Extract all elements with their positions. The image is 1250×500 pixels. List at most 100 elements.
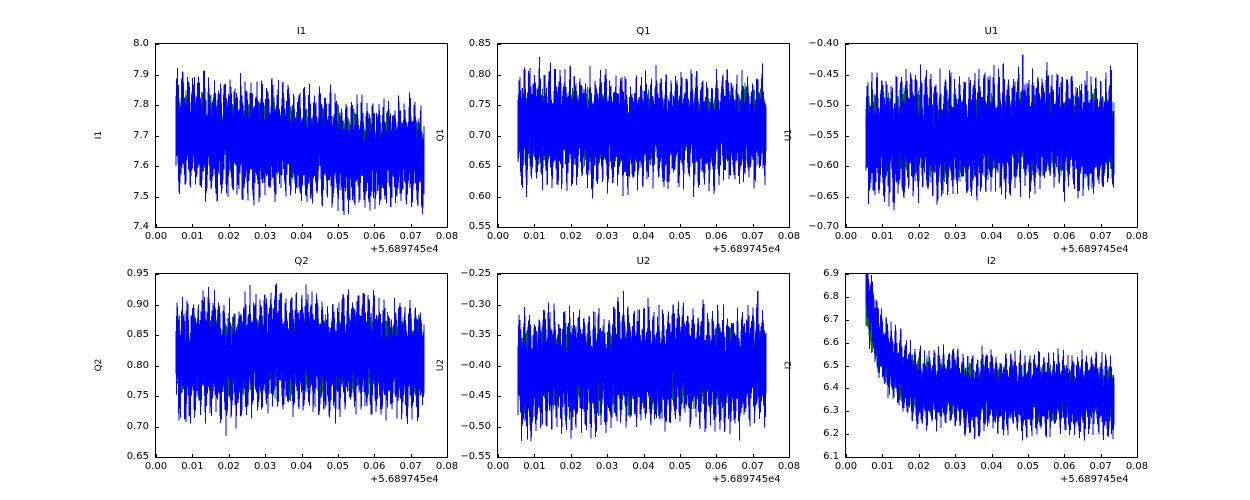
axes-frame: [155, 273, 448, 458]
x-tick-mark: [447, 454, 448, 458]
x-tick-mark: [1027, 454, 1029, 458]
y-tick-mark: [497, 166, 501, 167]
x-tick-label: 0.05: [1016, 461, 1039, 472]
x-tick-mark: [1027, 224, 1029, 228]
axes-frame: [497, 43, 790, 228]
y-tick-mark: [497, 304, 501, 306]
y-tick-label: 0.75: [468, 99, 491, 110]
y-axis-label: I2: [784, 360, 794, 369]
x-tick-label: 0.00: [144, 231, 168, 242]
y-tick-label: 0.55: [468, 221, 491, 232]
y-tick-mark: [155, 74, 159, 76]
y-tick-label: 0.60: [468, 190, 491, 202]
x-tick-mark: [374, 454, 376, 458]
y-tick-mark: [497, 196, 501, 198]
y-tick-label: 6.5: [823, 359, 839, 371]
x-tick-mark: [265, 224, 267, 228]
y-tick-mark: [845, 319, 849, 321]
x-tick-mark: [410, 224, 412, 228]
x-tick-label: 0.04: [290, 231, 313, 242]
x-tick-mark: [265, 454, 267, 458]
x-tick-mark: [1100, 224, 1102, 228]
y-tick-label: 0.70: [126, 420, 149, 432]
y-axis-label: U2: [436, 358, 446, 371]
y-tick-label: −0.55: [460, 451, 491, 462]
x-tick-label: 0.02: [559, 461, 582, 472]
x-tick-label: 0.04: [980, 231, 1003, 242]
x-tick-label: 0.07: [741, 231, 764, 242]
y-tick-label: 6.4: [823, 382, 839, 394]
x-tick-mark: [447, 224, 448, 228]
y-tick-label: 6.7: [823, 313, 839, 325]
x-tick-mark: [918, 224, 920, 228]
y-tick-label: 6.2: [823, 428, 839, 440]
y-tick-label: 7.6: [133, 160, 149, 171]
x-tick-label: 0.06: [705, 461, 728, 472]
x-tick-mark: [846, 454, 847, 458]
x-tick-label: 0.01: [181, 461, 204, 472]
x-tick-mark: [991, 224, 993, 228]
x-tick-label: 0.02: [907, 461, 930, 472]
panel-title: Q2: [294, 256, 309, 267]
x-tick-label: 0.07: [399, 231, 422, 242]
y-tick-label: 0.85: [468, 38, 491, 49]
x-tick-mark: [228, 224, 230, 228]
x-tick-mark: [607, 224, 609, 228]
y-axis-label: I1: [94, 130, 104, 139]
y-tick-mark: [845, 434, 849, 436]
x-tick-label: 0.08: [435, 461, 459, 472]
y-tick-label: 6.8: [823, 290, 839, 302]
x-tick-mark: [679, 454, 681, 458]
x-tick-label: 0.04: [632, 231, 655, 242]
x-tick-mark: [846, 224, 847, 228]
x-axis-offset-label: +5.689745e4: [1060, 244, 1129, 255]
plot-panel-i2: I2 I2 0.00 0.01 0.02 0.03 0.04 0.05 0.06 0.07 0.08…: [784, 256, 1148, 485]
y-tick-mark: [497, 74, 501, 76]
y-tick-mark: [155, 44, 159, 45]
x-tick-label: 0.00: [486, 231, 510, 242]
plot-panel-u1: U1 U1 0.00 0.01 0.02 0.03 0.04 0.05 0.06 0.07 0.08…: [784, 26, 1148, 255]
x-tick-mark: [228, 454, 230, 458]
y-tick-mark: [497, 274, 501, 275]
y-tick-mark: [155, 135, 159, 137]
y-tick-mark: [155, 396, 159, 397]
x-tick-label: 0.03: [253, 461, 277, 472]
x-tick-label: 0.01: [181, 231, 204, 242]
y-tick-mark: [845, 74, 849, 76]
y-tick-label: 7.5: [133, 190, 149, 202]
y-tick-mark: [845, 342, 849, 344]
x-tick-mark: [752, 454, 754, 458]
x-axis-offset-label: +5.689745e4: [370, 474, 439, 485]
axes-frame: [845, 43, 1138, 228]
x-tick-label: 0.04: [980, 461, 1003, 472]
y-tick-label: 0.95: [126, 268, 149, 279]
x-tick-mark: [882, 454, 884, 458]
y-tick-mark: [845, 227, 849, 228]
plot-panel-i1: I1 I1 0.00 0.01 0.02 0.03 0.04 0.05 0.06 0.07 0.08…: [94, 26, 458, 255]
y-tick-label: 7.9: [133, 68, 149, 80]
y-tick-mark: [497, 457, 501, 458]
y-tick-label: −0.35: [460, 329, 491, 340]
y-tick-label: 0.90: [126, 298, 149, 310]
x-tick-label: 0.08: [777, 231, 801, 242]
x-tick-label: 0.01: [871, 231, 894, 242]
x-tick-label: 0.07: [1089, 461, 1112, 472]
x-tick-label: 0.06: [1053, 461, 1076, 472]
y-axis-label: U1: [784, 128, 794, 141]
x-tick-mark: [570, 224, 572, 228]
x-tick-mark: [301, 224, 303, 228]
panel-title: I2: [986, 256, 997, 267]
x-tick-label: 0.03: [253, 231, 277, 242]
x-tick-mark: [918, 454, 920, 458]
x-tick-mark: [752, 224, 754, 228]
axes-frame: [497, 273, 790, 458]
x-tick-mark: [882, 224, 884, 228]
y-tick-mark: [497, 135, 501, 137]
x-tick-label: 0.02: [559, 231, 582, 242]
x-tick-mark: [337, 224, 339, 228]
x-tick-mark: [955, 224, 957, 228]
x-tick-mark: [410, 454, 412, 458]
x-tick-label: 0.07: [399, 461, 422, 472]
x-tick-label: 0.06: [363, 461, 386, 472]
y-tick-mark: [497, 105, 501, 106]
